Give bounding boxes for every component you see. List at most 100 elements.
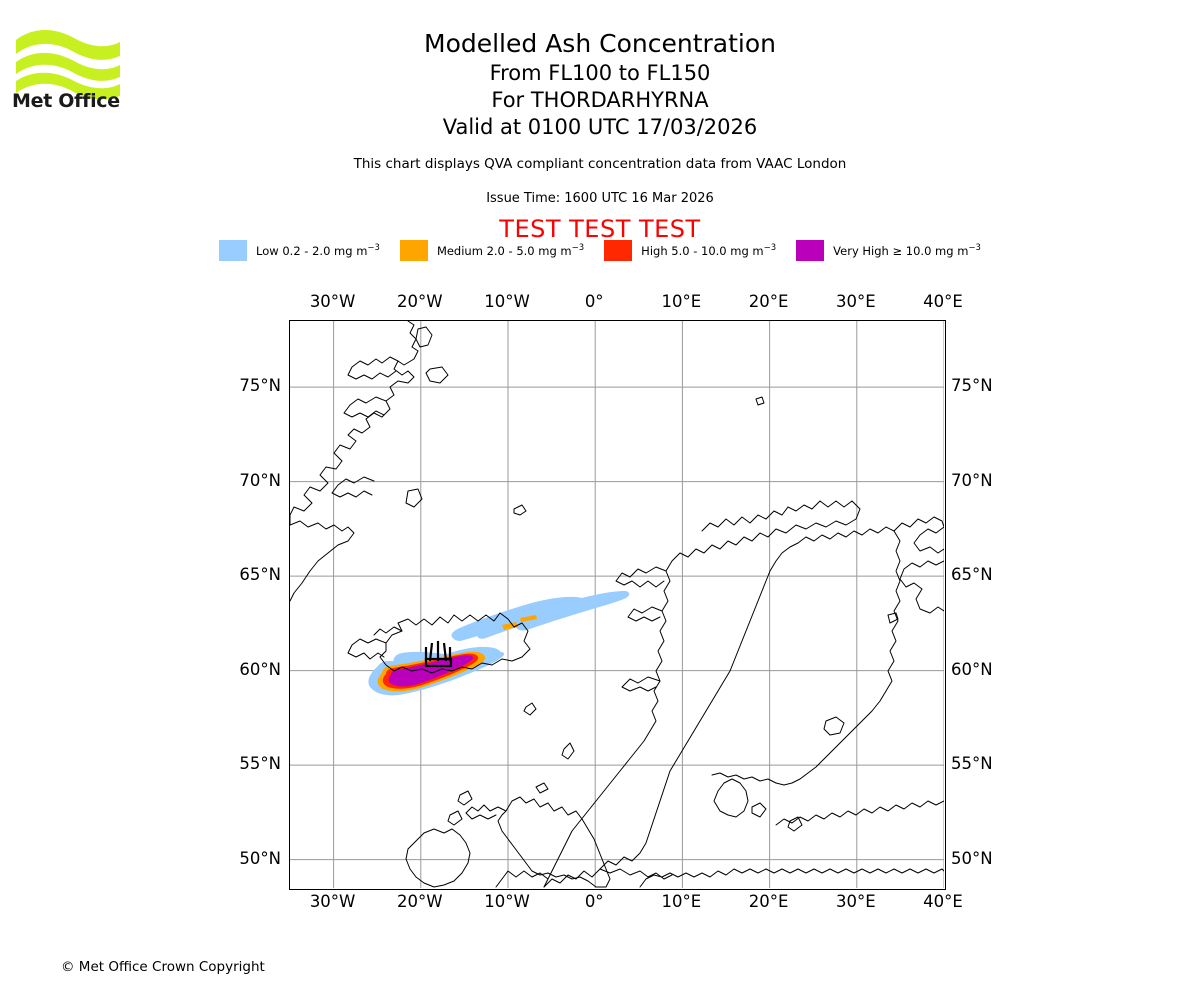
- title-valid-time: Valid at 0100 UTC 17/03/2026: [442, 115, 758, 139]
- legend-swatch-very-high: [796, 240, 825, 261]
- x-tick-label: 0°: [584, 892, 604, 911]
- coastline-orkney: [535, 782, 549, 794]
- met-office-waves-icon: [16, 30, 120, 100]
- coastline-scotland-west: [465, 804, 507, 820]
- x-tick-label: 20°E: [748, 292, 789, 311]
- coastline-greenland-south: [290, 520, 355, 602]
- y-tick-label: 65°N: [951, 565, 993, 585]
- x-tick-label: 40°E: [923, 892, 963, 911]
- coastline-russia-north: [893, 516, 944, 532]
- legend-label-medium: Medium 2.0 - 5.0 mg m−3: [436, 243, 585, 258]
- y-tick-label: 70°N: [951, 470, 993, 490]
- x-tick-label: 30°W: [309, 892, 356, 911]
- y-tick-label: 70°N: [239, 470, 281, 490]
- coastline-ireland: [405, 828, 471, 888]
- coastline-denmark-isl: [751, 802, 767, 818]
- y-tick-label: 65°N: [239, 565, 281, 585]
- coastline-norway-fjords3: [621, 676, 661, 692]
- coastline-iceland: [379, 612, 531, 674]
- coastline-sweden: [599, 542, 799, 870]
- coastline-sweden-south: [599, 868, 673, 880]
- coastline-denmark: [713, 778, 749, 818]
- y-tick-label: 50°N: [951, 848, 993, 868]
- coastline-greenland-isl2: [425, 366, 449, 384]
- coastline-finland-lake: [823, 716, 845, 736]
- x-tick-label: 10°E: [661, 292, 702, 311]
- coastline-norway-sw: [543, 868, 601, 888]
- x-tick-label: 0°: [584, 292, 604, 311]
- copyright-notice: © Met Office Crown Copyright: [61, 959, 265, 975]
- ash-patch-medium-ne2: [520, 615, 537, 622]
- test-banner: TEST TEST TEST: [499, 215, 701, 243]
- coastline-greenland-isl3: [405, 488, 423, 508]
- map-area: 30°W 20°W 10°W 0° 10°E 20°E 30°E 40°E 30°W 20°W 1…: [239, 292, 992, 911]
- x-tick-label: 10°W: [484, 292, 530, 311]
- map-canvas: [290, 321, 944, 888]
- map-frame: [289, 320, 946, 890]
- ash-patch-medium-ne: [502, 622, 518, 630]
- coastline-greenland-fjord1: [347, 356, 399, 380]
- x-tick-label: 20°E: [748, 892, 789, 911]
- coastline-gotland: [787, 816, 803, 832]
- coastline-greenland: [290, 321, 419, 526]
- met-office-brand-text: Met Office: [12, 90, 120, 112]
- coastline-greenland-fjord2: [343, 396, 387, 418]
- title-volcano: For THORDARHYRNA: [491, 88, 709, 112]
- y-tick-label: 60°N: [951, 659, 993, 679]
- coastline-baltic-east: [775, 800, 944, 826]
- ash-band-low-lobe: [516, 591, 630, 631]
- coastline-greenland-fjord3: [331, 476, 375, 498]
- legend-item-high: High 5.0 - 10.0 mg m−3: [604, 240, 776, 261]
- coastline-nw-europe: [639, 868, 944, 888]
- coastline-norway: [543, 500, 861, 888]
- x-tick-label: 30°E: [835, 292, 876, 311]
- coastline-great-britain: [497, 796, 611, 888]
- volcano-marker: [424, 641, 453, 668]
- coastline-finland: [775, 526, 901, 786]
- legend-item-very-high: Very High ≥ 10.0 mg m−3: [796, 240, 981, 261]
- legend-swatch-high: [604, 240, 633, 261]
- x-tick-label: 40°E: [923, 292, 963, 311]
- coastline-hebrides2: [447, 810, 463, 826]
- chart-title-block: Modelled Ash Concentration From FL100 to…: [0, 28, 1200, 141]
- coastline-norway-west: [495, 870, 549, 888]
- y-tick-label: 75°N: [951, 376, 993, 396]
- issue-time: Issue Time: 1600 UTC 16 Mar 2026: [486, 191, 714, 206]
- legend-label-high: High 5.0 - 10.0 mg m−3: [641, 243, 777, 258]
- coastlines-layer: [290, 321, 944, 888]
- x-tick-label: 20°W: [397, 892, 443, 911]
- y-tick-label: 75°N: [239, 376, 281, 396]
- legend-label-very-high: Very High ≥ 10.0 mg m−3: [833, 243, 981, 258]
- coastline-jan-mayen: [513, 504, 527, 516]
- y-tick-label: 60°N: [239, 659, 281, 679]
- x-tick-label: 10°W: [484, 892, 530, 911]
- coastline-faroe: [523, 702, 537, 716]
- coastline-norway-fjords: [615, 566, 667, 588]
- y-tick-label: 55°N: [951, 754, 993, 774]
- page-title: Modelled Ash Concentration: [424, 29, 776, 58]
- concentration-legend: Low 0.2 - 2.0 mg m−3 Medium 2.0 - 5.0 mg …: [0, 240, 1200, 261]
- coastline-russia-isl: [887, 612, 899, 624]
- y-tick-label: 55°N: [239, 754, 281, 774]
- coastline-norway-fjords2: [627, 606, 663, 622]
- legend-item-medium: Medium 2.0 - 5.0 mg m−3: [399, 240, 585, 261]
- coastline-iceland-fjord: [373, 626, 403, 636]
- x-tick-label: 20°W: [397, 292, 443, 311]
- x-tick-label: 30°E: [835, 892, 876, 911]
- legend-item-low: Low 0.2 - 2.0 mg m−3: [219, 240, 380, 261]
- coastline-russia-east: [913, 526, 944, 554]
- qva-note: This chart displays QVA compliant concen…: [353, 156, 847, 172]
- met-office-logo: [14, 22, 134, 112]
- legend-swatch-low: [219, 240, 248, 261]
- legend-swatch-medium: [399, 240, 428, 261]
- y-tick-label: 50°N: [239, 848, 281, 868]
- coastline-shetland: [561, 742, 575, 760]
- title-flight-levels: From FL100 to FL150: [489, 61, 711, 85]
- legend-label-low: Low 0.2 - 2.0 mg m−3: [256, 243, 380, 258]
- coastline-hebrides1: [457, 790, 473, 806]
- x-tick-label: 30°W: [309, 292, 356, 311]
- coastline-iceland-nw: [347, 638, 387, 660]
- x-tick-label: 10°E: [661, 892, 702, 911]
- coastline-white-sea: [899, 560, 944, 614]
- coastline-greenland-isl1: [415, 326, 433, 348]
